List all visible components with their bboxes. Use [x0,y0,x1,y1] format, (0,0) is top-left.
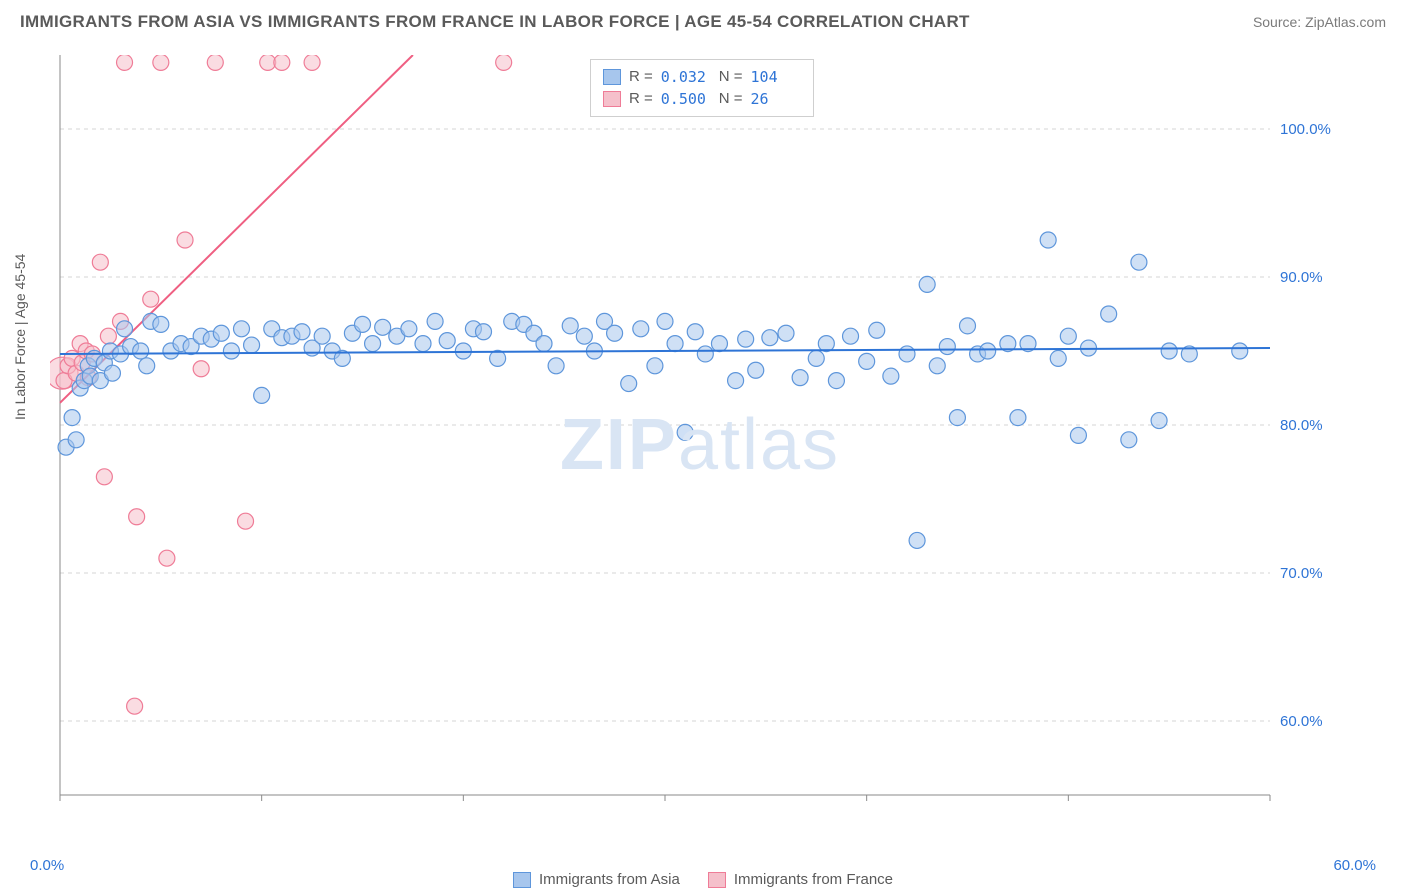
r-france: 0.500 [661,88,711,110]
legend-row-asia: R = 0.032 N = 104 [603,66,801,88]
svg-text:100.0%: 100.0% [1280,121,1331,138]
legend-item-asia: Immigrants from Asia [513,871,680,888]
swatch-asia [603,69,621,85]
svg-text:90.0%: 90.0% [1280,269,1323,286]
chart-svg: 60.0% 70.0% 80.0% 90.0% 100.0% [50,55,1350,835]
chart-source: Source: ZipAtlas.com [1253,14,1386,30]
legend-row-france: R = 0.500 N = 26 [603,88,801,110]
chart-title: IMMIGRANTS FROM ASIA VS IMMIGRANTS FROM … [20,12,970,32]
x-max-label: 60.0% [1333,857,1376,874]
legend-swatch-france [708,872,726,888]
swatch-france [603,91,621,107]
r-asia: 0.032 [661,66,711,88]
svg-text:80.0%: 80.0% [1280,417,1323,434]
legend-label-asia: Immigrants from Asia [539,871,680,888]
n-france: 26 [751,88,801,110]
legend-label-france: Immigrants from France [734,871,893,888]
svg-text:70.0%: 70.0% [1280,565,1323,582]
plot-area: 60.0%70.0%80.0%90.0%100.0% ZIPatlas R = … [50,55,1350,835]
legend-swatch-asia [513,872,531,888]
svg-text:60.0%: 60.0% [1280,713,1323,730]
n-asia: 104 [751,66,801,88]
legend-item-france: Immigrants from France [708,871,893,888]
x-min-label: 0.0% [30,857,64,874]
legend-bottom: Immigrants from Asia Immigrants from Fra… [0,871,1406,888]
correlation-legend: R = 0.032 N = 104 R = 0.500 N = 26 [590,59,814,117]
y-axis-label: In Labor Force | Age 45-54 [12,254,28,420]
